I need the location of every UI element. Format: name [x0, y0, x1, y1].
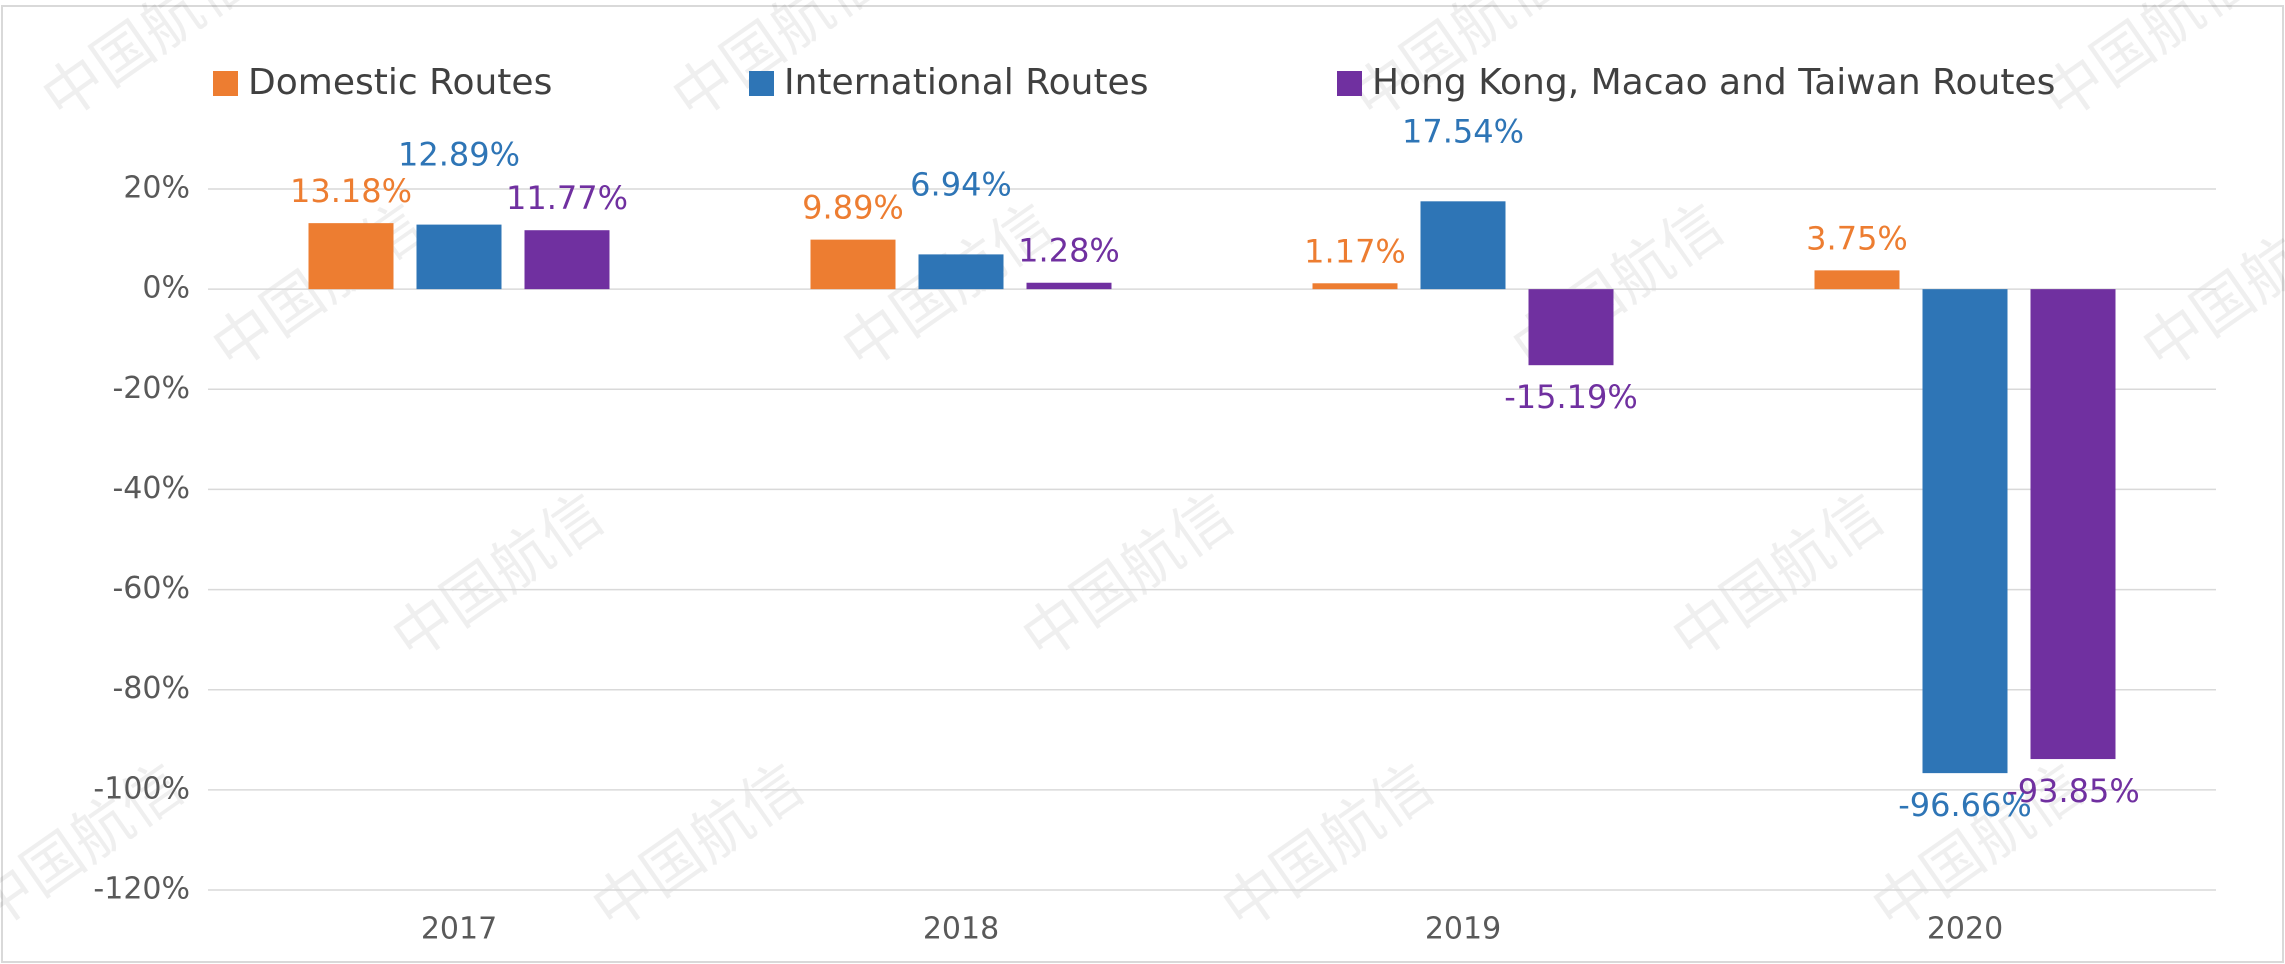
bar	[810, 239, 896, 290]
watermark: 中国航信	[1010, 480, 1247, 675]
y-tick-label: -40%	[112, 471, 190, 506]
y-tick-label: -80%	[112, 671, 190, 706]
value-label: 3.75%	[1806, 219, 1908, 257]
watermark: 中国航信	[380, 480, 617, 675]
value-label: -96.66%	[1898, 786, 2032, 824]
legend-swatch	[213, 71, 238, 96]
bar	[918, 254, 1004, 290]
legend-label: International Routes	[784, 62, 1148, 103]
legend-swatch	[1337, 71, 1362, 96]
bar	[1026, 282, 1112, 290]
bar	[1922, 289, 2008, 774]
watermark: 中国航信	[2130, 190, 2285, 385]
legend-label: Hong Kong, Macao and Taiwan Routes	[1372, 62, 2055, 103]
y-tick-label: 20%	[123, 171, 190, 206]
value-label: -15.19%	[1504, 378, 1638, 416]
value-label: -93.85%	[2006, 772, 2140, 810]
x-tick-label: 2020	[1927, 912, 2003, 947]
legend-swatch	[749, 71, 774, 96]
y-tick-label: -120%	[93, 872, 190, 907]
value-label: 9.89%	[802, 189, 904, 227]
bar	[1420, 201, 1506, 290]
bar	[2030, 289, 2116, 760]
x-tick-label: 2017	[421, 912, 497, 947]
x-tick-label: 2019	[1425, 912, 1501, 947]
y-tick-label: 0%	[142, 271, 190, 306]
watermark: 中国航信	[580, 750, 817, 945]
y-tick-label: -100%	[93, 771, 190, 806]
value-label: 6.94%	[910, 165, 1012, 203]
watermark: 中国航信	[1210, 750, 1447, 945]
value-label: 1.28%	[1018, 232, 1120, 270]
y-tick-label: -20%	[112, 371, 190, 406]
bar	[308, 223, 394, 290]
watermark: 中国航信	[30, 0, 267, 135]
bar	[1312, 283, 1398, 290]
value-label: 11.77%	[506, 179, 628, 217]
bar	[416, 224, 502, 290]
y-tick-label: -60%	[112, 571, 190, 606]
watermark: 中国航信	[2030, 0, 2267, 135]
x-tick-label: 2018	[923, 912, 999, 947]
bar	[1528, 289, 1614, 366]
value-label: 1.17%	[1304, 232, 1406, 270]
watermark: 中国航信	[1660, 480, 1897, 675]
chart-border	[1, 5, 2284, 963]
legend-label: Domestic Routes	[248, 62, 552, 103]
bar	[524, 230, 610, 290]
bar	[1814, 270, 1900, 290]
value-label: 12.89%	[398, 136, 520, 174]
value-label: 17.54%	[1402, 112, 1524, 150]
value-label: 13.18%	[290, 172, 412, 210]
